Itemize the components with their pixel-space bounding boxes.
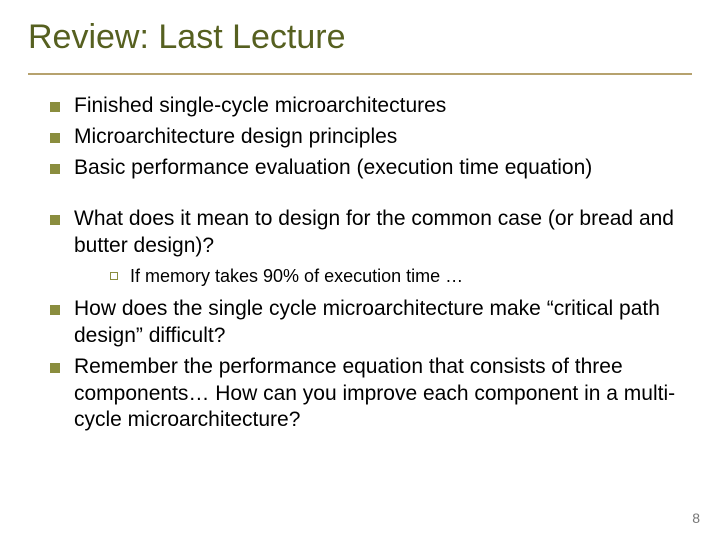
slide: Review: Last Lecture Finished single-cyc… <box>0 0 720 540</box>
title-rule <box>28 73 692 75</box>
square-bullet-icon <box>50 164 60 174</box>
list-item-text: Basic performance evaluation (execution … <box>74 155 692 182</box>
sub-list-item: If memory takes 90% of execution time … <box>110 265 692 288</box>
bullet-list-1: Finished single-cycle microarchitectures… <box>28 93 692 182</box>
list-item: How does the single cycle microarchitect… <box>50 296 692 350</box>
page-number: 8 <box>692 510 700 526</box>
square-bullet-icon <box>50 133 60 143</box>
slide-title: Review: Last Lecture <box>28 18 692 65</box>
list-item-text: Remember the performance equation that c… <box>74 354 692 435</box>
square-bullet-icon <box>50 305 60 315</box>
sub-bullet-list: If memory takes 90% of execution time … <box>74 265 692 288</box>
square-bullet-icon <box>50 215 60 225</box>
hollow-square-bullet-icon <box>110 272 118 280</box>
list-item-text: Finished single-cycle microarchitectures <box>74 93 692 120</box>
list-item-text: Microarchitecture design principles <box>74 124 692 151</box>
square-bullet-icon <box>50 363 60 373</box>
list-item-label: What does it mean to design for the comm… <box>74 207 674 257</box>
list-item: Finished single-cycle microarchitectures <box>50 93 692 120</box>
list-item: Basic performance evaluation (execution … <box>50 155 692 182</box>
spacer <box>28 186 692 206</box>
bullet-list-2: What does it mean to design for the comm… <box>28 206 692 435</box>
list-item: Remember the performance equation that c… <box>50 354 692 435</box>
list-item: Microarchitecture design principles <box>50 124 692 151</box>
list-item-text: How does the single cycle microarchitect… <box>74 296 692 350</box>
square-bullet-icon <box>50 102 60 112</box>
list-item-text: What does it mean to design for the comm… <box>74 206 692 292</box>
sub-list-item-text: If memory takes 90% of execution time … <box>130 265 692 288</box>
list-item: What does it mean to design for the comm… <box>50 206 692 292</box>
